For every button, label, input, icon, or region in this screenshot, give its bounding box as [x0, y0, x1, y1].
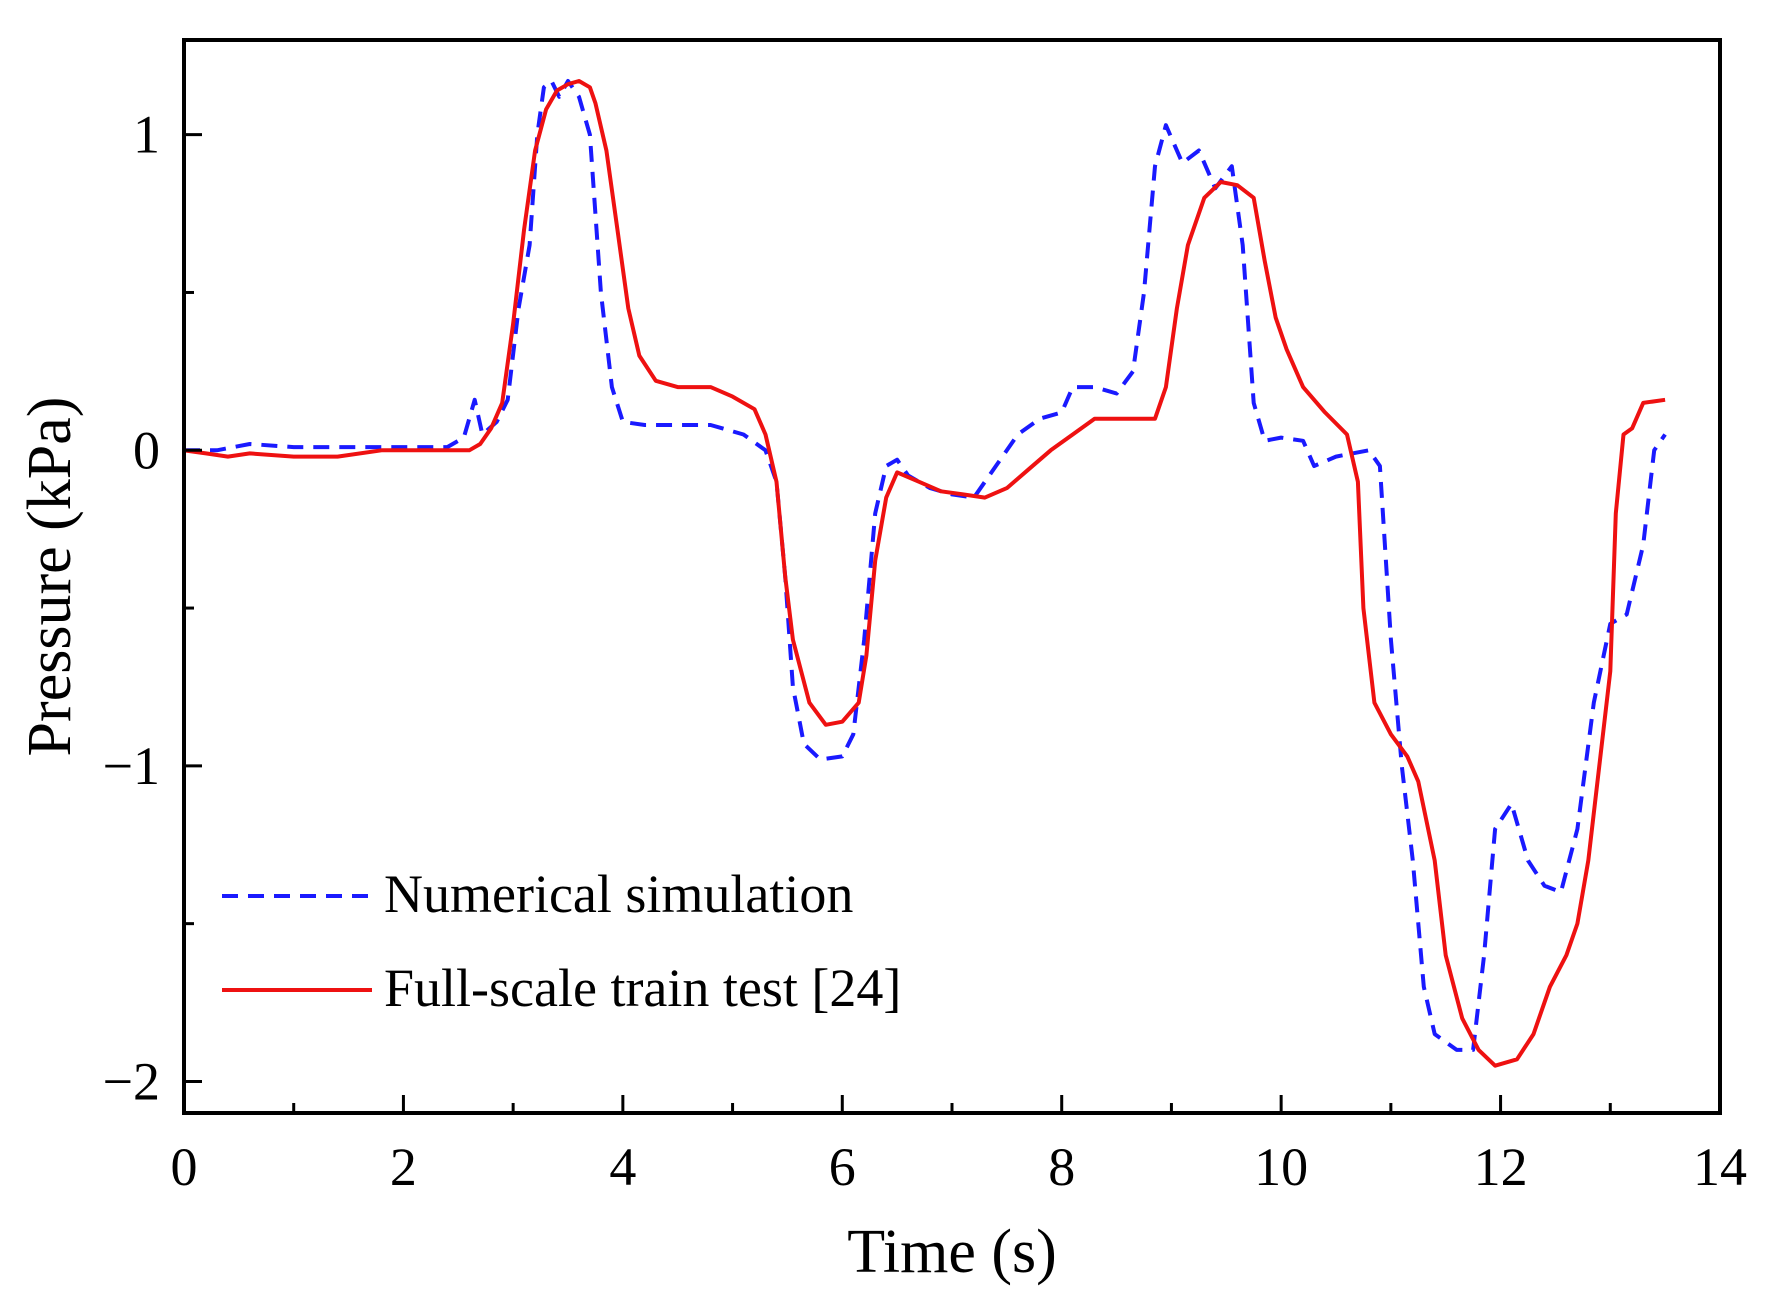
x-axis: 0 2 4 6 8 10 12 14 — [171, 1095, 1747, 1197]
y-tick-label: 1 — [133, 105, 160, 165]
x-tick-label: 4 — [609, 1137, 636, 1197]
series-line-full-scale-test — [184, 79, 1666, 1068]
x-tick-label: 6 — [829, 1137, 856, 1197]
y-tick-label: 0 — [133, 420, 160, 480]
x-tick-label: 2 — [390, 1137, 417, 1197]
plot-frame — [182, 38, 1722, 1115]
x-tick-label: 8 — [1048, 1137, 1075, 1197]
y-axis: −2 −1 0 1 — [103, 105, 202, 1111]
y-tick-label: −2 — [103, 1051, 160, 1111]
x-tick-label: 10 — [1254, 1137, 1308, 1197]
x-axis-title: Time (s) — [847, 1218, 1057, 1286]
series-layer — [184, 79, 1667, 1068]
legend-label: Numerical simulation — [384, 864, 853, 924]
legend-label: Full-scale train test [24] — [384, 958, 901, 1018]
x-tick-label: 14 — [1693, 1137, 1747, 1197]
y-axis-title: Pressure (kPa) — [16, 397, 84, 757]
legend: Numerical simulation Full-scale train tes… — [222, 864, 901, 1018]
x-tick-label: 12 — [1474, 1137, 1528, 1197]
x-tick-label: 0 — [171, 1137, 198, 1197]
y-tick-label: −1 — [103, 736, 160, 796]
